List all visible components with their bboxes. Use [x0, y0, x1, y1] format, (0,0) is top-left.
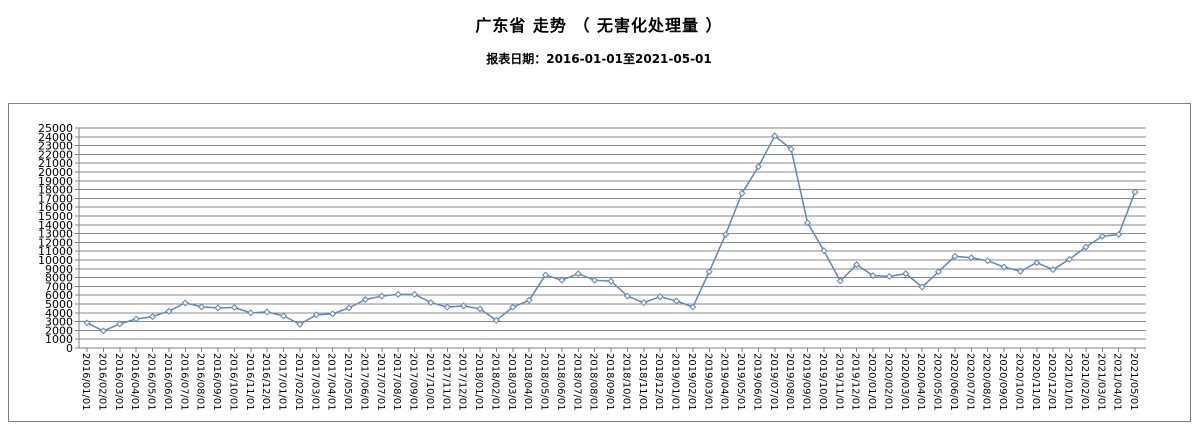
svg-text:2020/01/01: 2020/01/01 [866, 353, 877, 411]
svg-text:2018/10/01: 2018/10/01 [620, 353, 631, 411]
svg-text:2018/06/01: 2018/06/01 [555, 353, 566, 411]
svg-text:2017/05/01: 2017/05/01 [342, 353, 353, 411]
chart-container: 0 1000 2000 3000 4000 5000 6000 7000 8000 9000 100… [8, 103, 1191, 422]
svg-text:2018/05/01: 2018/05/01 [539, 353, 550, 411]
svg-text:2021/02/01: 2021/02/01 [1079, 353, 1090, 411]
svg-text:2016/11/01: 2016/11/01 [244, 353, 255, 411]
svg-text:2019/11/01: 2019/11/01 [833, 353, 844, 411]
svg-text:19000: 19000 [38, 175, 73, 188]
svg-text:23000: 23000 [38, 140, 73, 153]
svg-text:2018/09/01: 2018/09/01 [604, 353, 615, 411]
svg-text:2017/11/01: 2017/11/01 [440, 353, 451, 411]
svg-text:2020/02/01: 2020/02/01 [882, 353, 893, 411]
svg-text:2018/11/01: 2018/11/01 [637, 353, 648, 411]
svg-text:2018/03/01: 2018/03/01 [506, 353, 517, 411]
svg-text:2016/07/01: 2016/07/01 [178, 353, 189, 411]
svg-text:2019/12/01: 2019/12/01 [850, 353, 861, 411]
svg-text:2020/03/01: 2020/03/01 [899, 353, 910, 411]
svg-text:21000: 21000 [38, 157, 73, 170]
svg-text:4000: 4000 [45, 307, 73, 320]
svg-text:15000: 15000 [38, 210, 73, 223]
svg-text:2021/05/01: 2021/05/01 [1128, 353, 1139, 411]
svg-text:2016/01/01: 2016/01/01 [80, 353, 91, 411]
svg-text:2020/11/01: 2020/11/01 [1030, 353, 1041, 411]
svg-text:12000: 12000 [38, 236, 73, 249]
svg-text:2019/06/01: 2019/06/01 [751, 353, 762, 411]
svg-text:2021/04/01: 2021/04/01 [1112, 353, 1123, 411]
svg-text:24000: 24000 [38, 131, 73, 144]
svg-text:2017/12/01: 2017/12/01 [457, 353, 468, 411]
svg-text:2016/04/01: 2016/04/01 [129, 353, 140, 411]
svg-text:2016/10/01: 2016/10/01 [227, 353, 238, 411]
svg-text:13000: 13000 [38, 228, 73, 241]
trend-line-chart: 0100020003000400050006000700080009000100… [38, 122, 1146, 411]
svg-text:2017/08/01: 2017/08/01 [391, 353, 402, 411]
svg-text:18000: 18000 [38, 184, 73, 197]
svg-text:2018/07/01: 2018/07/01 [571, 353, 582, 411]
svg-text:3000: 3000 [45, 316, 73, 329]
svg-text:2016/08/01: 2016/08/01 [195, 353, 206, 411]
svg-text:2017/09/01: 2017/09/01 [408, 353, 419, 411]
svg-text:2017/07/01: 2017/07/01 [375, 353, 386, 411]
svg-text:7000: 7000 [45, 280, 73, 293]
svg-text:2016/05/01: 2016/05/01 [146, 353, 157, 411]
svg-text:2019/08/01: 2019/08/01 [784, 353, 795, 411]
svg-text:0: 0 [66, 342, 73, 355]
svg-text:16000: 16000 [38, 201, 73, 214]
svg-text:2020/04/01: 2020/04/01 [915, 353, 926, 411]
svg-text:10000: 10000 [38, 254, 73, 267]
svg-text:2016/09/01: 2016/09/01 [211, 353, 222, 411]
svg-text:2018/08/01: 2018/08/01 [588, 353, 599, 411]
chart-title: 广东省 走势 （ 无害化处理量 ） [475, 16, 723, 35]
svg-text:6000: 6000 [45, 289, 73, 302]
svg-text:20000: 20000 [38, 166, 73, 179]
svg-text:2016/12/01: 2016/12/01 [260, 353, 271, 411]
svg-text:2017/03/01: 2017/03/01 [309, 353, 320, 411]
svg-text:8000: 8000 [45, 272, 73, 285]
svg-text:2020/12/01: 2020/12/01 [1046, 353, 1057, 411]
svg-text:2017/02/01: 2017/02/01 [293, 353, 304, 411]
svg-text:17000: 17000 [38, 192, 73, 205]
svg-text:2016/06/01: 2016/06/01 [162, 353, 173, 411]
svg-text:2019/07/01: 2019/07/01 [768, 353, 779, 411]
svg-text:2018/02/01: 2018/02/01 [489, 353, 500, 411]
svg-text:2020/08/01: 2020/08/01 [981, 353, 992, 411]
svg-text:2020/10/01: 2020/10/01 [1013, 353, 1024, 411]
svg-text:9000: 9000 [45, 263, 73, 276]
svg-text:2020/09/01: 2020/09/01 [997, 353, 1008, 411]
svg-text:2019/10/01: 2019/10/01 [817, 353, 828, 411]
svg-text:2020/06/01: 2020/06/01 [948, 353, 959, 411]
svg-text:2019/04/01: 2019/04/01 [719, 353, 730, 411]
svg-text:11000: 11000 [38, 245, 73, 258]
svg-text:2020/05/01: 2020/05/01 [932, 353, 943, 411]
svg-text:2019/02/01: 2019/02/01 [686, 353, 697, 411]
svg-text:2019/09/01: 2019/09/01 [801, 353, 812, 411]
svg-text:2000: 2000 [45, 324, 73, 337]
svg-text:14000: 14000 [38, 219, 73, 232]
svg-text:2016/03/01: 2016/03/01 [113, 353, 124, 411]
svg-text:2018/12/01: 2018/12/01 [653, 353, 664, 411]
svg-text:2017/01/01: 2017/01/01 [277, 353, 288, 411]
svg-text:5000: 5000 [45, 298, 73, 311]
svg-text:1000: 1000 [45, 333, 73, 346]
svg-text:2019/03/01: 2019/03/01 [702, 353, 713, 411]
svg-text:2018/04/01: 2018/04/01 [522, 353, 533, 411]
svg-text:2021/03/01: 2021/03/01 [1095, 353, 1106, 411]
svg-text:2017/10/01: 2017/10/01 [424, 353, 435, 411]
svg-text:2019/01/01: 2019/01/01 [670, 353, 681, 411]
svg-text:2020/07/01: 2020/07/01 [964, 353, 975, 411]
svg-text:25000: 25000 [38, 122, 73, 135]
svg-text:2017/04/01: 2017/04/01 [326, 353, 337, 411]
svg-text:2021/01/01: 2021/01/01 [1063, 353, 1074, 411]
svg-text:2019/05/01: 2019/05/01 [735, 353, 746, 411]
svg-text:22000: 22000 [38, 148, 73, 161]
report-date-range: 报表日期：2016-01-01至2021-05-01 [486, 52, 712, 66]
svg-text:2017/06/01: 2017/06/01 [358, 353, 369, 411]
svg-text:2016/02/01: 2016/02/01 [96, 353, 107, 411]
svg-text:2018/01/01: 2018/01/01 [473, 353, 484, 411]
